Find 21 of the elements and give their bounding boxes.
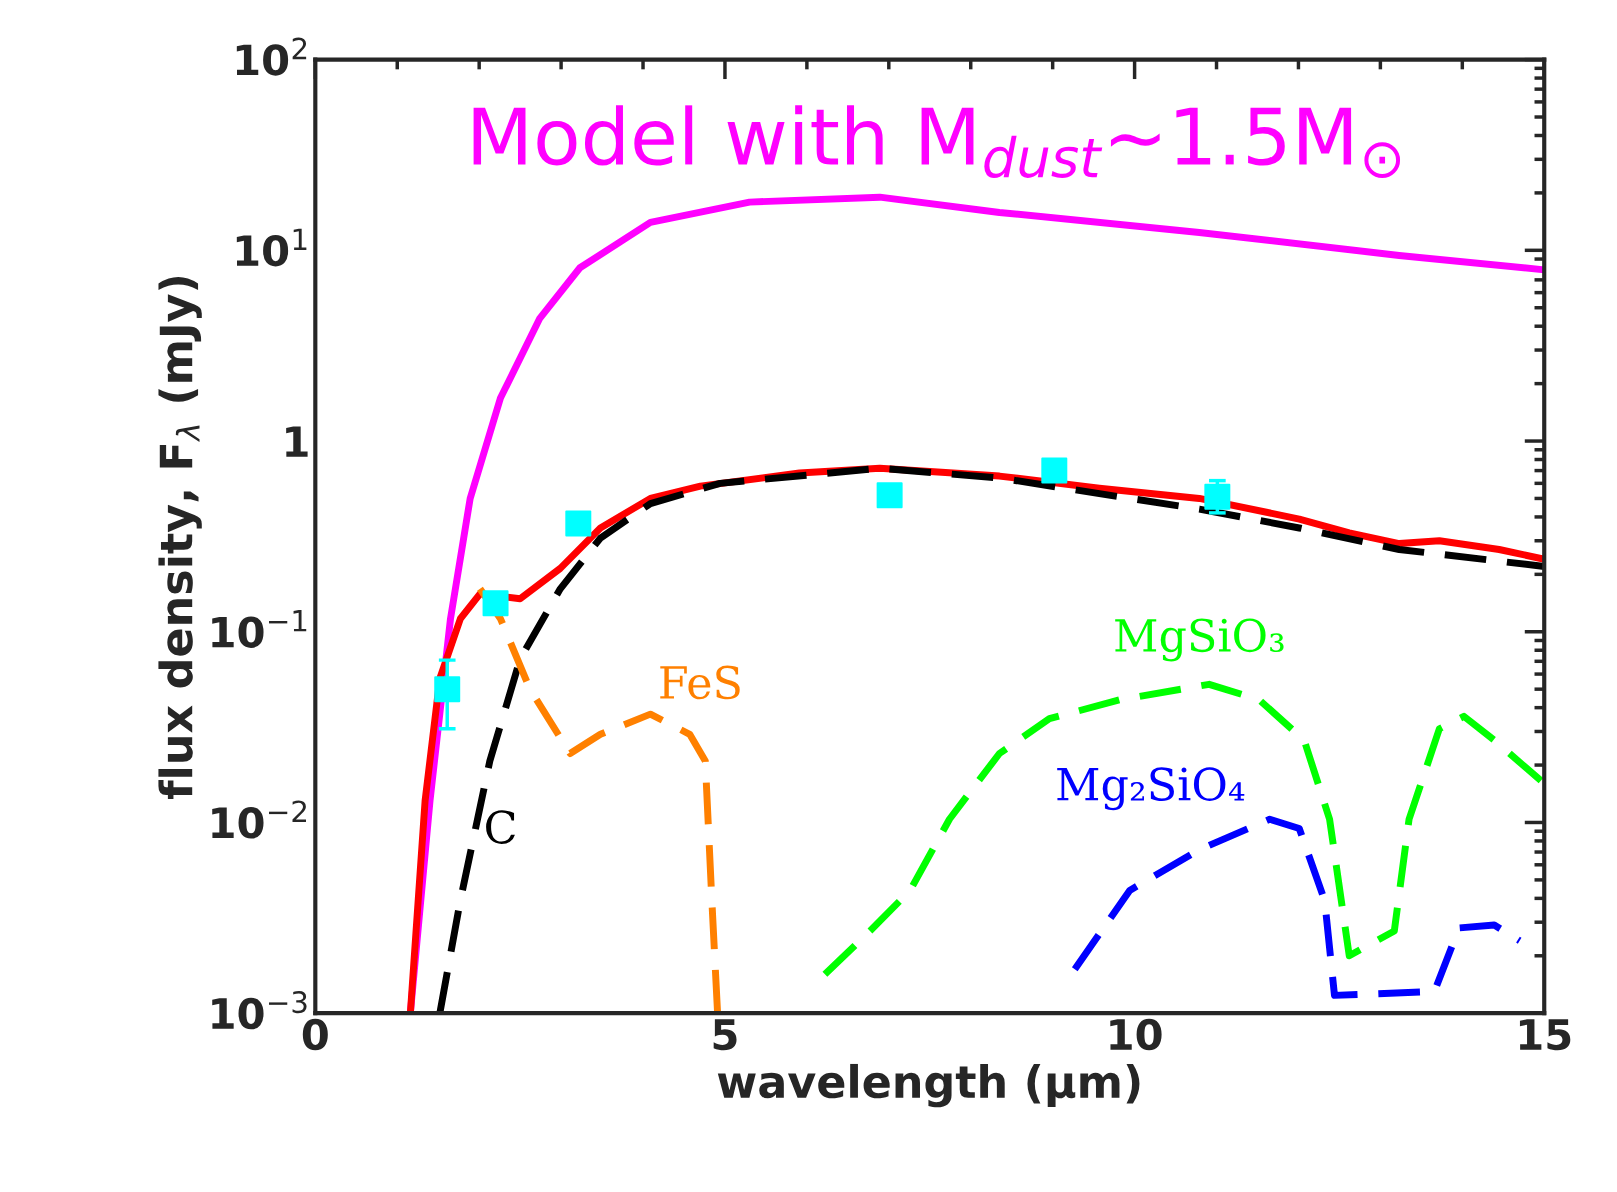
y-axis-title: flux density, F$_{λ}$ (mJy) — [158, 277, 202, 799]
series-label: Model with M$_{dust}$~1.5M$_{⊙}$ — [473, 105, 1401, 178]
point — [876, 482, 903, 509]
point — [434, 676, 461, 703]
x-tick-label: 15 — [1519, 1019, 1571, 1051]
point — [1204, 483, 1231, 510]
x-tick-label: 5 — [713, 1019, 737, 1051]
series-label: MgSiO₃ — [1115, 618, 1284, 662]
y-tick-label: 10$^{−2}$ — [212, 800, 306, 839]
point — [482, 590, 509, 617]
x-tick-label: 10 — [1110, 1018, 1162, 1051]
y-tick-label: 10$^{1}$ — [236, 228, 307, 267]
y-tick-label: 10$^{−1}$ — [212, 610, 307, 648]
y-tick-label: 10$^{2}$ — [236, 37, 307, 76]
x-axis-title: wavelength (μm) — [717, 1063, 1140, 1108]
series-label: Mg₂SiO₄ — [1057, 767, 1245, 811]
y-tick-label: 1 — [286, 426, 308, 457]
series-label: C — [486, 810, 515, 844]
series-label: FeS — [660, 665, 740, 700]
point — [565, 510, 592, 537]
point — [1041, 457, 1068, 484]
